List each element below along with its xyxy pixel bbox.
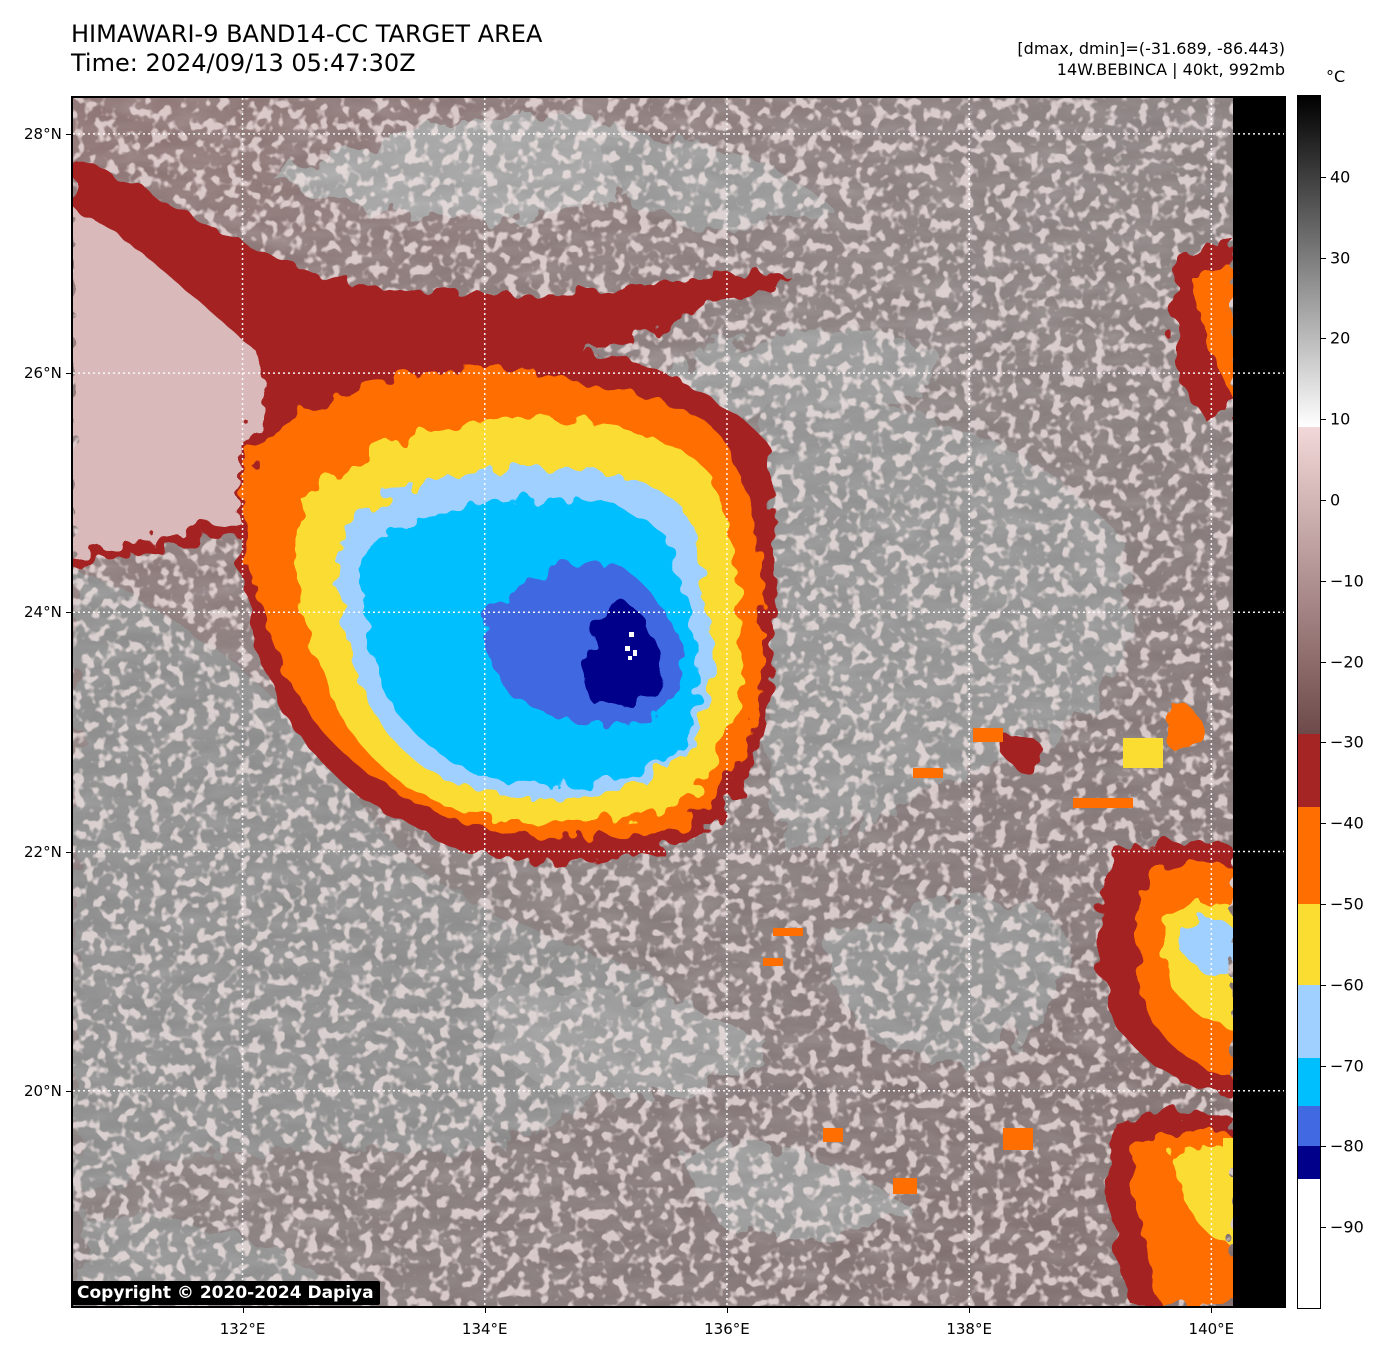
colorbar-tick — [1321, 500, 1326, 501]
colorbar-tick-label: −70 — [1330, 1056, 1364, 1076]
colorbar-tick — [1321, 338, 1326, 340]
colorbar-unit: °C — [1326, 67, 1346, 86]
longitude-label: 138°E — [946, 1320, 992, 1338]
colorbar-segment — [1298, 807, 1320, 904]
latitude-tick — [66, 1090, 71, 1092]
colorbar-tick-label: 0 — [1330, 490, 1341, 510]
colorbar-tick — [1321, 742, 1326, 744]
longitude-tick — [969, 1308, 971, 1313]
latitude-label: 24°N — [24, 603, 62, 622]
satellite-imagery — [73, 98, 1284, 1306]
storm-name: 14W.BEBINCA | 40kt, 992mb — [1056, 60, 1285, 79]
latitude-label: 20°N — [24, 1081, 62, 1100]
scattered-convective-cells — [763, 728, 1233, 1194]
colorbar-tick — [1321, 661, 1326, 663]
colorbar-segment — [1298, 904, 1320, 985]
colorbar-tick-label: 30 — [1330, 248, 1351, 268]
colorbar-segment — [1298, 1057, 1320, 1106]
colorbar-tick-label: −90 — [1330, 1217, 1364, 1237]
colorbar-tick — [1321, 904, 1326, 905]
colorbar-segment — [1298, 427, 1320, 735]
latitude-label: 26°N — [24, 364, 62, 383]
colorbar-segment — [1298, 96, 1320, 428]
storm-cloud-top — [238, 348, 776, 862]
colorbar-tick — [1321, 984, 1326, 986]
longitude-tick — [484, 1308, 486, 1313]
colorbar-tick-label: 40 — [1330, 167, 1351, 187]
colorbar-tick — [1321, 176, 1326, 178]
chart-title: HIMAWARI-9 BAND14-CC TARGET AREA Time: 2… — [71, 20, 542, 78]
latitude-tick — [66, 851, 71, 853]
longitude-label: 136°E — [704, 1320, 750, 1338]
no-data-strip — [1233, 98, 1284, 1306]
colorbar-tick-label: −20 — [1330, 652, 1364, 672]
eastern-convection — [1003, 704, 1233, 1306]
colorbar-segment — [1298, 984, 1320, 1058]
coldest-pixels — [625, 632, 637, 660]
colorbar-tick-label: −10 — [1330, 571, 1364, 591]
colorbar-segment — [1298, 1106, 1320, 1147]
colorbar — [1297, 95, 1321, 1309]
data-range: [dmax, dmin]=(-31.689, -86.443) — [1017, 39, 1285, 58]
longitude-tick — [1211, 1308, 1213, 1313]
colorbar-tick-label: 20 — [1330, 328, 1351, 348]
colorbar-tick — [1321, 257, 1326, 259]
title-line2: Time: 2024/09/13 05:47:30Z — [71, 49, 416, 77]
title-line1: HIMAWARI-9 BAND14-CC TARGET AREA — [71, 20, 543, 48]
colorbar-segment — [1298, 734, 1320, 808]
storm-info: [dmax, dmin]=(-31.689, -86.443) 14W.BEBI… — [1017, 38, 1285, 80]
latitude-tick — [66, 133, 71, 135]
colorbar-tick — [1321, 1065, 1326, 1067]
colorbar-tick — [1321, 419, 1326, 421]
gridlines — [73, 98, 1284, 1306]
colorbar-segment — [1298, 1146, 1320, 1179]
colorbar-tick-label: −60 — [1330, 975, 1364, 995]
satellite-map — [71, 96, 1286, 1308]
colorbar-tick — [1321, 1227, 1326, 1229]
latitude-label: 28°N — [24, 124, 62, 143]
colorbar-tick-label: −40 — [1330, 813, 1364, 833]
latitude-tick — [66, 373, 71, 375]
colorbar-tick-label: 10 — [1330, 409, 1351, 429]
longitude-tick — [726, 1308, 728, 1313]
latitude-tick — [66, 612, 71, 614]
colorbar-tick — [1321, 580, 1326, 582]
longitude-label: 132°E — [219, 1320, 266, 1338]
colorbar-tick — [1321, 823, 1326, 825]
latitude-label: 22°N — [24, 842, 62, 861]
colorbar-tick-label: −80 — [1330, 1136, 1364, 1156]
longitude-label: 140°E — [1188, 1320, 1235, 1338]
longitude-label: 134°E — [461, 1320, 508, 1338]
copyright-notice: Copyright © 2020-2024 Dapiya — [71, 1281, 380, 1305]
colorbar-tick-label: −30 — [1330, 732, 1364, 752]
colorbar-tick-label: −50 — [1330, 894, 1364, 914]
longitude-tick — [242, 1308, 244, 1313]
colorbar-tick — [1321, 1146, 1326, 1148]
colorbar-segment — [1298, 1178, 1320, 1308]
